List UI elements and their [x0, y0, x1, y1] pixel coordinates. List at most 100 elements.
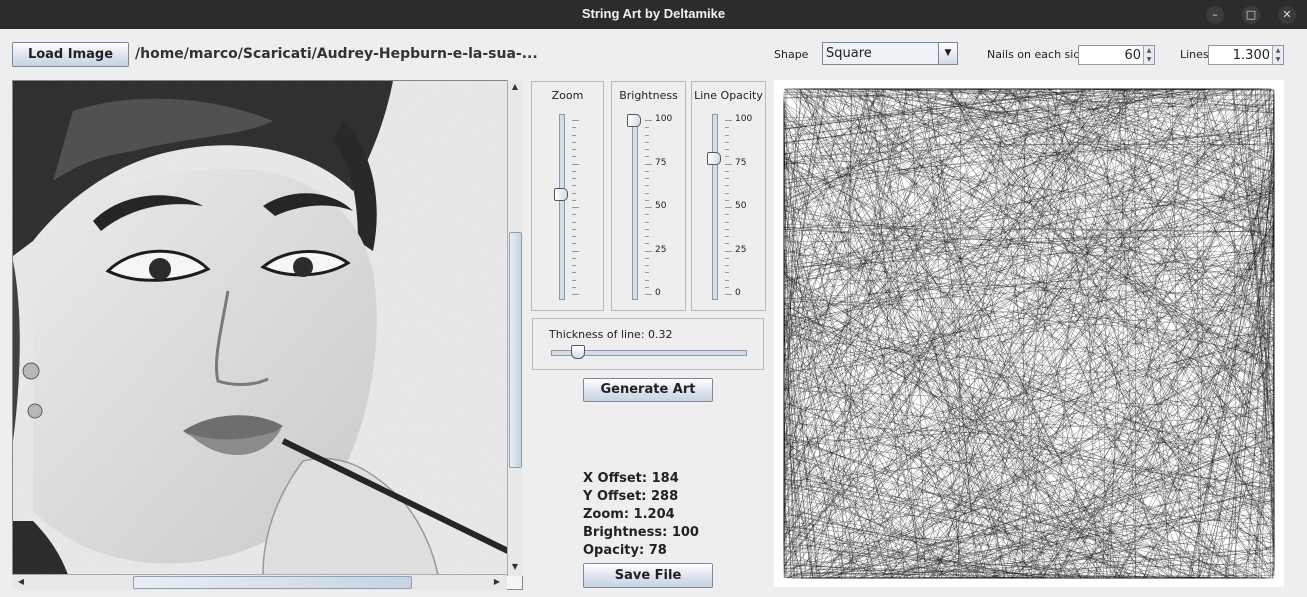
- slider-tick: [572, 185, 576, 187]
- opacity-slider-knob[interactable]: [707, 152, 721, 166]
- slider-tick: [645, 221, 649, 223]
- slider-tick: [725, 120, 732, 121]
- brightness-slider-knob[interactable]: [627, 114, 641, 127]
- slider-tick: [725, 214, 729, 216]
- slider-tick: [725, 207, 732, 208]
- spinner-arrows-icon[interactable]: ▲ ▼: [1272, 46, 1283, 64]
- slider-tick: [572, 127, 576, 129]
- slider-tick: [572, 286, 576, 288]
- load-image-button[interactable]: Load Image: [12, 42, 129, 67]
- slider-tick: [572, 170, 576, 172]
- slider-tick-label: 25: [655, 244, 667, 255]
- opacity-slider-track[interactable]: [712, 114, 718, 300]
- slider-tick-label: 0: [735, 288, 741, 298]
- slider-tick-label: 0: [655, 288, 661, 298]
- source-image-panel[interactable]: [12, 80, 523, 590]
- slider-tick: [645, 294, 652, 295]
- horizontal-scrollbar[interactable]: ◀ ▶: [12, 574, 507, 590]
- slider-tick: [645, 250, 652, 252]
- portrait-image: [13, 81, 510, 576]
- slider-tick: [645, 214, 649, 216]
- scroll-down-icon[interactable]: ▼: [511, 562, 519, 571]
- slider-tick: [572, 199, 576, 201]
- zoom-slider-box: Zoom: [531, 81, 604, 311]
- slider-tick: [645, 149, 649, 150]
- slider-tick: [645, 134, 649, 136]
- nails-label: Nails on each side: [987, 48, 1088, 61]
- slider-tick: [572, 134, 576, 136]
- slider-tick: [645, 236, 649, 237]
- horizontal-scroll-thumb[interactable]: [133, 576, 412, 589]
- slider-tick: [572, 221, 576, 223]
- slider-tick: [645, 163, 652, 165]
- slider-tick: [725, 178, 729, 179]
- slider-tick: [725, 156, 729, 158]
- zoom-slider-knob[interactable]: [554, 188, 568, 202]
- slider-tick-label: 75: [655, 157, 667, 168]
- string-art-canvas: [774, 80, 1284, 587]
- slider-tick: [645, 141, 649, 143]
- slider-tick: [725, 294, 732, 295]
- slider-tick: [725, 149, 729, 150]
- slider-tick: [572, 156, 576, 158]
- slider-tick: [572, 163, 579, 165]
- scroll-right-icon[interactable]: ▶: [493, 577, 501, 586]
- lines-spinner[interactable]: 1.300 ▲ ▼: [1208, 45, 1284, 65]
- scroll-left-icon[interactable]: ◀: [17, 577, 25, 586]
- close-icon[interactable]: ✕: [1278, 6, 1296, 24]
- slider-tick: [725, 279, 729, 281]
- slider-tick: [645, 178, 649, 179]
- slider-tick: [645, 120, 652, 121]
- slider-tick: [572, 236, 576, 237]
- thickness-slider-track[interactable]: [551, 350, 747, 356]
- file-path: /home/marco/Scaricati/Audrey-Hepburn-e-l…: [135, 46, 538, 62]
- vertical-scroll-thumb[interactable]: [509, 232, 522, 468]
- slider-tick: [725, 257, 729, 259]
- slider-tick-label: 50: [735, 201, 747, 211]
- slider-tick-label: 25: [735, 244, 747, 255]
- slider-tick: [572, 120, 579, 121]
- nails-spinner[interactable]: 60 ▲ ▼: [1078, 45, 1155, 65]
- slider-tick-label: 100: [655, 114, 673, 124]
- slider-tick: [725, 163, 732, 165]
- slider-tick: [572, 257, 576, 259]
- slider-tick: [645, 127, 649, 129]
- slider-tick: [572, 250, 579, 252]
- maximize-icon[interactable]: □: [1242, 6, 1260, 24]
- x-offset-text: X Offset: 184: [583, 471, 679, 486]
- slider-tick: [645, 286, 649, 288]
- string-art-image: [783, 88, 1275, 579]
- thickness-label: Thickness of line: 0.32: [549, 328, 673, 341]
- slider-tick: [572, 265, 576, 266]
- slider-tick: [645, 272, 649, 274]
- slider-tick: [725, 272, 729, 274]
- slider-tick: [572, 272, 576, 274]
- slider-tick: [725, 236, 729, 237]
- y-offset-text: Y Offset: 288: [583, 489, 679, 504]
- slider-tick: [725, 286, 729, 288]
- slider-tick: [725, 250, 732, 252]
- vertical-scrollbar[interactable]: ▲ ▼: [507, 80, 523, 576]
- slider-tick: [572, 243, 576, 245]
- chevron-down-icon[interactable]: ▼: [938, 43, 957, 64]
- thickness-slider-box: Thickness of line: 0.32: [532, 318, 764, 370]
- slider-tick: [645, 228, 649, 230]
- thickness-slider-knob[interactable]: [571, 345, 586, 359]
- slider-tick: [645, 243, 649, 245]
- brightness-slider-track[interactable]: [632, 114, 638, 300]
- minimize-icon[interactable]: –: [1206, 6, 1224, 24]
- spinner-arrows-icon[interactable]: ▲ ▼: [1143, 46, 1154, 64]
- generate-art-button[interactable]: Generate Art: [583, 378, 713, 402]
- lines-label: Lines: [1180, 48, 1209, 61]
- slider-tick: [725, 127, 729, 129]
- scroll-up-icon[interactable]: ▲: [511, 82, 519, 91]
- save-file-button[interactable]: Save File: [583, 563, 713, 588]
- slider-tick-label: 75: [735, 157, 747, 168]
- zoom-label: Zoom: [551, 89, 584, 102]
- zoom-slider-track[interactable]: [559, 114, 565, 300]
- slider-tick: [572, 207, 579, 208]
- opacity-text: Opacity: 78: [583, 543, 667, 558]
- slider-tick: [725, 141, 729, 143]
- slider-tick: [645, 192, 649, 194]
- shape-select[interactable]: Square ▼: [822, 42, 958, 65]
